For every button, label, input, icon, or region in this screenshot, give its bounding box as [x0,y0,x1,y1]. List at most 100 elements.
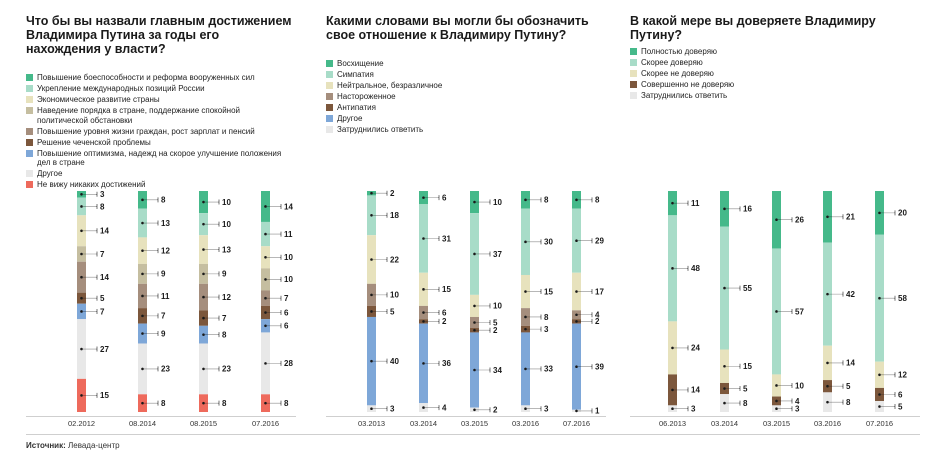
data-label: 7 [161,312,166,321]
legend-label: Повышение боеспособности и реформа воору… [37,73,255,82]
legend-item: Симпатия [326,70,586,80]
data-label: 36 [442,359,451,368]
legend-label: Повышение уровня жизни граждан, рост зар… [37,126,255,136]
data-label: 3 [691,404,696,413]
legend-item: Скорее не доверяю [630,69,830,79]
data-label: 10 [493,302,502,311]
data-label: 12 [898,371,907,380]
data-label: 42 [846,290,855,299]
data-label: 6 [284,322,289,331]
data-label: 4 [442,403,447,412]
legend-label: Настороженное [337,92,396,101]
legend-item: Затруднились ответить [630,91,830,101]
data-label: 15 [100,391,109,400]
x-tick-label: 07.2016 [563,419,590,428]
legend-item: Совершенно не доверяю [630,80,830,90]
data-label: 2 [595,317,600,326]
data-label: 14 [691,386,700,395]
legend-item: Настороженное [326,92,586,102]
x-tick-label: 03.2013 [358,419,385,428]
legend-swatch [630,59,637,66]
data-label: 58 [898,294,907,303]
legend-swatch [630,48,637,55]
data-label: 3 [544,404,549,413]
data-label: 20 [898,209,907,218]
legend-item: Не вижу никаких достижений [26,180,286,190]
legend-swatch [26,74,33,81]
legend-item: Восхищение [326,59,586,69]
data-label: 11 [691,199,700,208]
data-label: 48 [691,264,700,273]
data-label: 5 [743,384,748,393]
data-label: 14 [846,359,855,368]
data-label: 8 [161,196,166,205]
source-note: Источник: Левада-центр [26,441,120,450]
data-label: 6 [442,193,447,202]
data-label: 15 [442,285,451,294]
legend-label: Наведение порядка в стране, поддержание … [37,106,240,125]
data-label: 8 [222,399,227,408]
legend-label: Затруднились ответить [337,125,424,134]
legend-item: Скорее доверяю [630,58,830,68]
data-label: 39 [595,362,604,371]
source-value: Левада-центр [68,441,120,450]
data-label: 22 [390,255,399,264]
panel1-title: Что бы вы назвали главным достижением Вл… [26,14,292,56]
data-label: 3 [795,404,800,413]
legend-item: Затруднились ответить [326,125,586,135]
data-label: 10 [222,220,231,229]
data-label: 10 [390,291,399,300]
data-label: 7 [100,250,105,259]
data-label: 2 [390,189,395,198]
data-label: 10 [284,275,293,284]
data-label: 9 [161,270,166,279]
legend-label: Восхищение [337,59,384,68]
data-label: 8 [222,330,227,339]
legend-label: Другое [337,114,363,123]
legend-label: Скорее не доверяю [641,69,714,78]
legend-label: Повышение оптимизма, надежд на скорое ул… [37,148,282,168]
data-label: 5 [390,307,395,316]
panel2-baseline [326,416,606,417]
legend-swatch [326,104,333,111]
legend-swatch [26,85,33,92]
legend-swatch [326,71,333,78]
footer-rule [26,434,920,435]
data-label: 5 [898,402,903,411]
data-label: 13 [161,219,170,228]
panel1-legend: Повышение боеспособности и реформа воору… [26,73,286,191]
data-label: 12 [161,246,170,255]
data-label: 10 [493,198,502,207]
x-tick-label: 03.2016 [512,419,539,428]
data-label: 8 [284,399,289,408]
legend-label: Полностью доверяю [641,47,718,56]
data-label: 27 [100,345,109,354]
legend-label: Другое [37,169,63,178]
data-label: 3 [390,404,395,413]
legend-item: Нейтральное, безразличное [326,81,586,91]
data-label: 31 [442,234,451,243]
legend-swatch [630,70,637,77]
data-label: 23 [222,365,231,374]
legend-item: Другое [26,169,286,179]
data-label: 17 [595,287,604,296]
data-label: 30 [544,238,553,247]
panel2-legend: Восхищение Симпатия Нейтральное, безразлич… [326,59,586,136]
panel2-title: Какими словами вы могли бы обозначить св… [326,14,589,42]
data-label: 10 [284,253,293,262]
data-label: 29 [595,237,604,246]
legend-label: Экономическое развитие страны [37,95,160,104]
data-label: 13 [222,245,231,254]
data-label: 34 [493,366,502,375]
legend-label: Укрепление международных позиций России [37,84,205,93]
data-label: 11 [284,230,293,239]
panel1-baseline [26,416,296,417]
data-label: 24 [691,344,700,353]
data-label: 7 [222,314,227,323]
legend-swatch [26,127,33,135]
data-label: 8 [743,399,748,408]
data-label: 14 [100,273,109,282]
legend-swatch [326,126,333,133]
data-label: 15 [743,362,752,371]
